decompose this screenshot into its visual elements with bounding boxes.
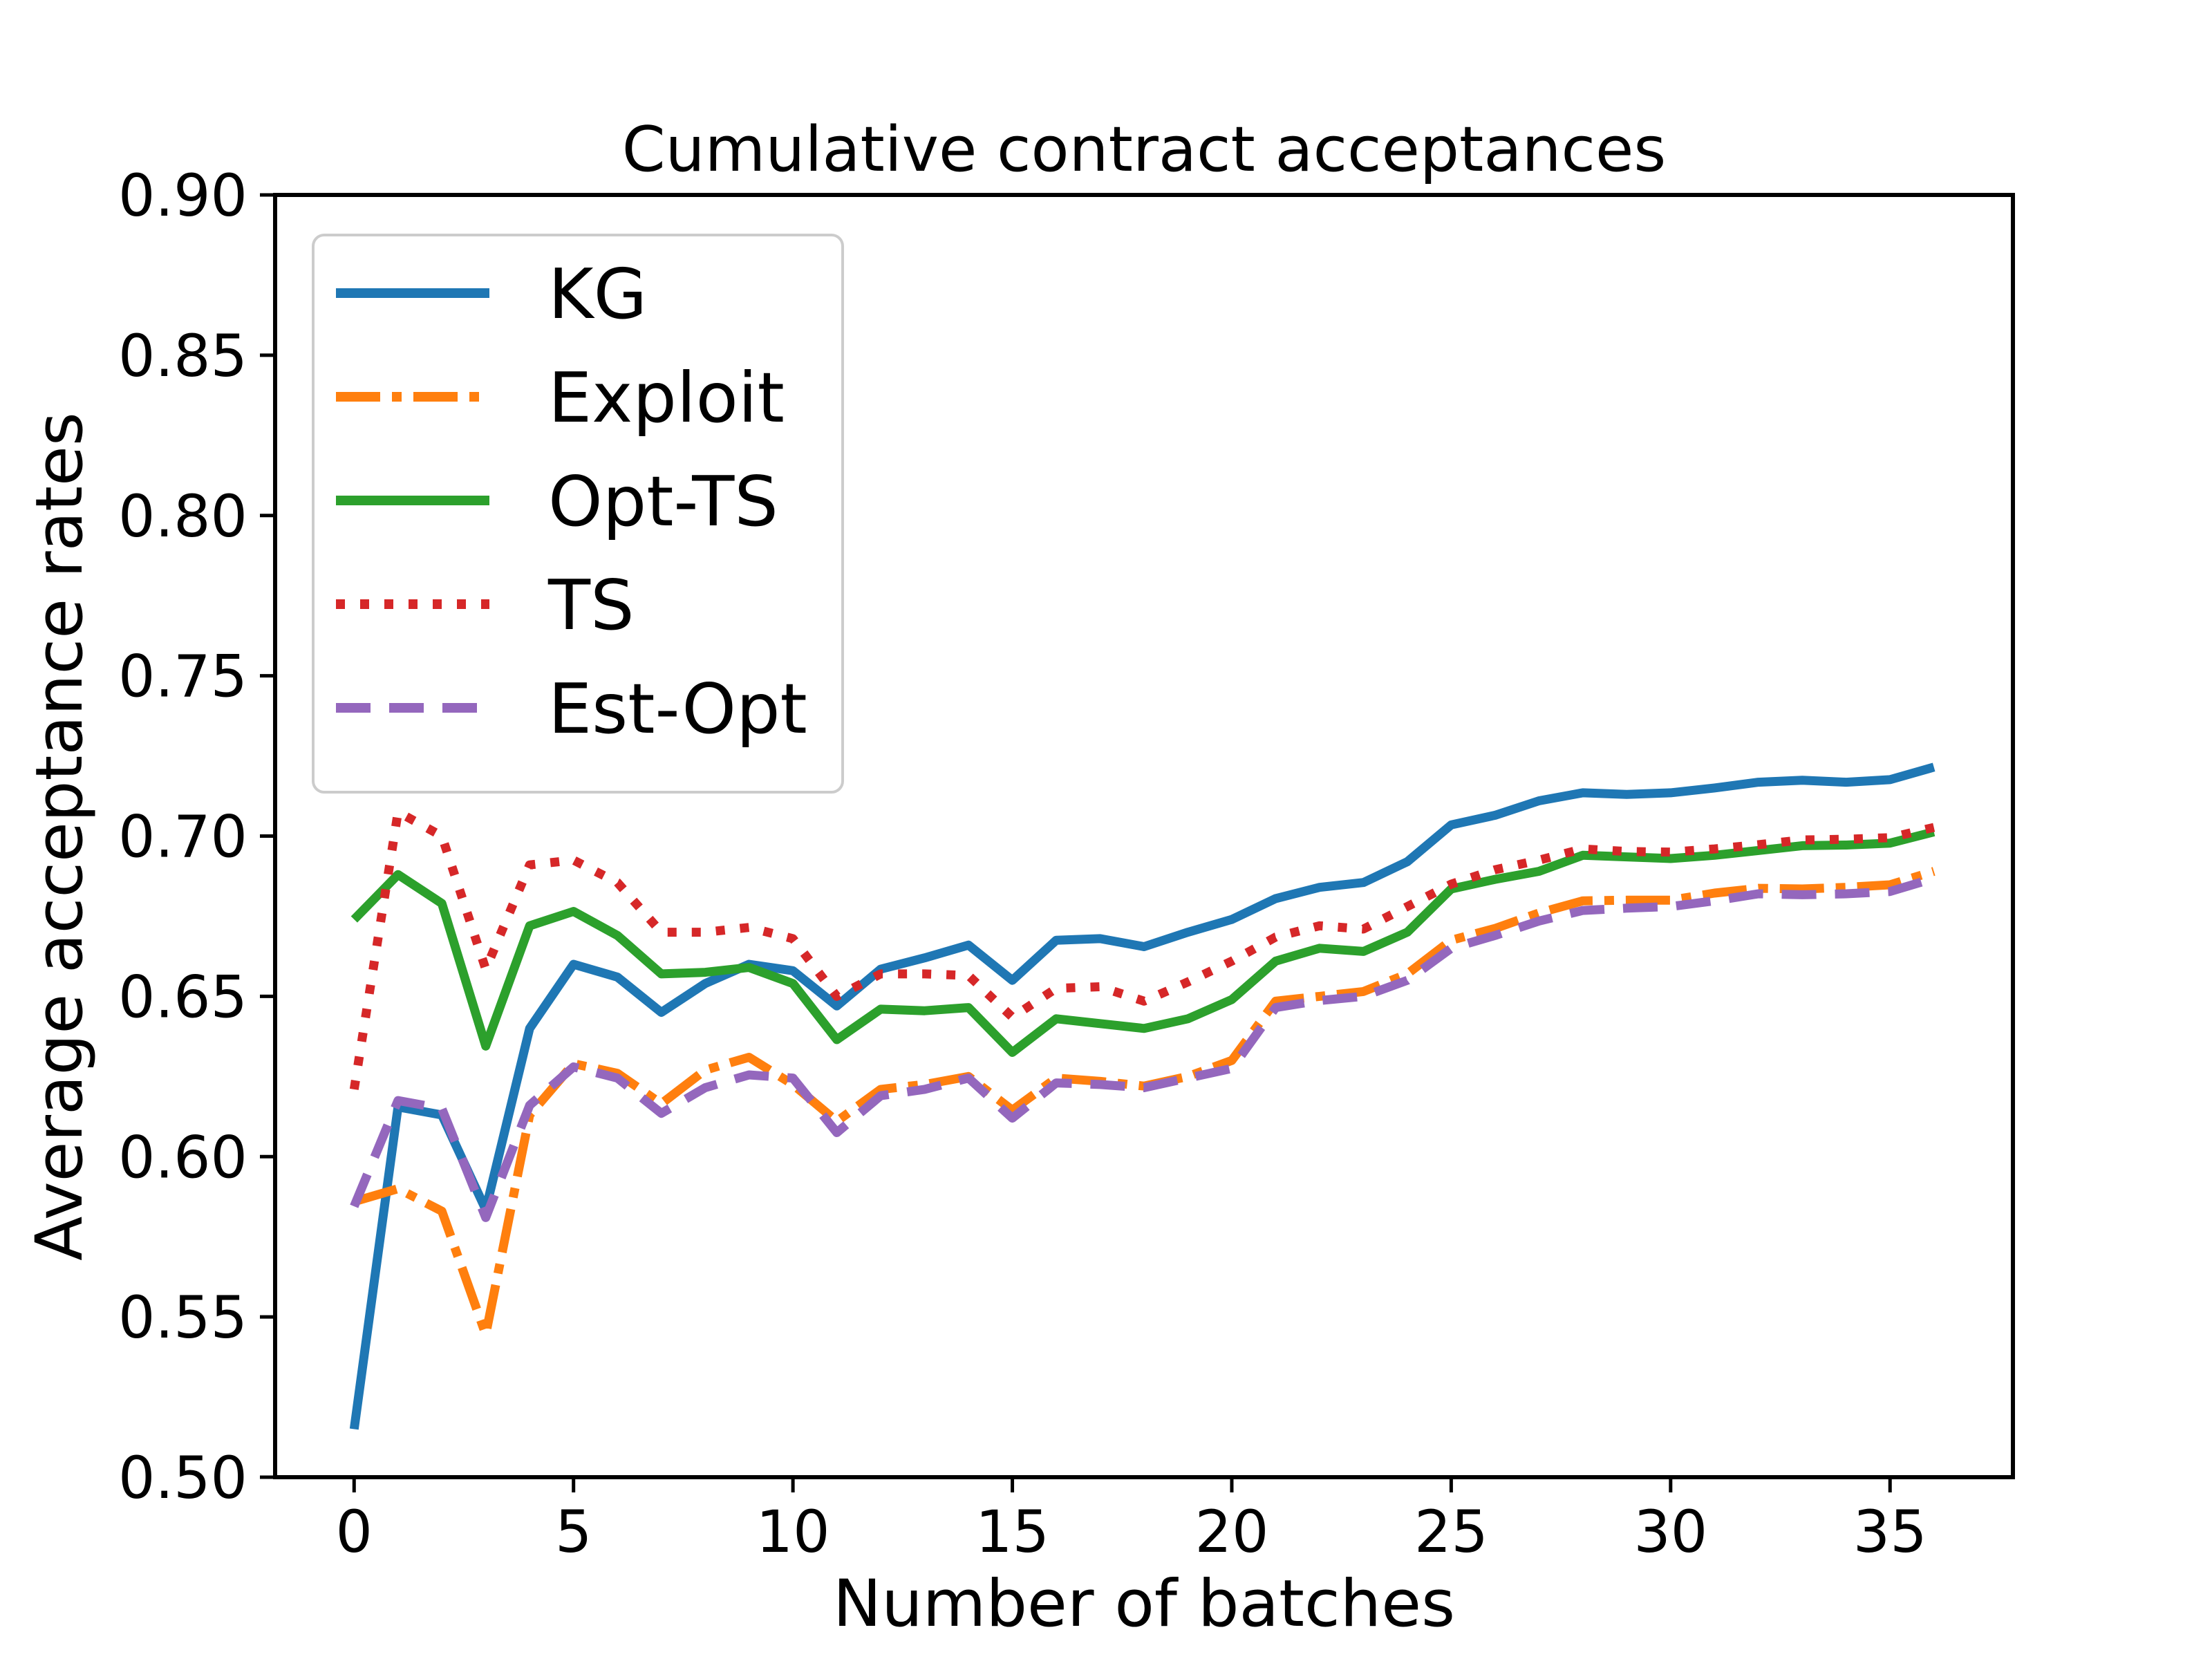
y-tick-label: 0.90 (118, 162, 247, 229)
y-tick-label: 0.70 (118, 803, 247, 871)
series-line-Opt-TS (350, 827, 1936, 1057)
y-tick-label: 0.60 (118, 1123, 247, 1191)
x-tick-label: 35 (1853, 1498, 1927, 1566)
series-line-Est-Opt (350, 874, 1936, 1222)
series-line-TS (349, 807, 1936, 1090)
x-axis-label: Number of batches (833, 1566, 1455, 1642)
legend-label-KG: KG (548, 254, 647, 335)
x-tick-label: 10 (756, 1498, 830, 1566)
series-line-Exploit (353, 867, 1936, 1340)
x-tick-label: 25 (1414, 1498, 1488, 1566)
x-tick-label: 20 (1195, 1498, 1269, 1566)
y-tick-label: 0.75 (118, 643, 247, 711)
y-tick-label: 0.55 (118, 1284, 247, 1351)
legend-label-Opt-TS: Opt-TS (548, 461, 778, 542)
series-line-KG (349, 762, 1936, 1430)
legend-box (312, 234, 844, 794)
y-tick-label: 0.50 (118, 1444, 247, 1512)
y-tick-label: 0.65 (118, 963, 247, 1031)
plot-frame (273, 193, 2015, 1479)
chart-title: Cumulative contract acceptances (622, 113, 1667, 186)
y-axis-label: Average acceptance rates (22, 412, 97, 1261)
legend-label-Est-Opt: Est-Opt (548, 668, 807, 749)
y-tick-label: 0.80 (118, 482, 247, 550)
x-tick-label: 15 (975, 1498, 1049, 1566)
y-tick-label: 0.85 (118, 322, 247, 390)
plot-area: 0 5 10 15 20 25 30 35 0.50 0.55 0.60 0.65 0.70 0.75 0.… (118, 162, 2015, 1566)
x-tick-label: 30 (1633, 1498, 1707, 1566)
x-tick-label: 0 (336, 1498, 373, 1566)
x-tick-label: 5 (555, 1498, 592, 1566)
legend-label-TS: TS (547, 565, 635, 646)
legend-label-Exploit: Exploit (548, 357, 785, 438)
